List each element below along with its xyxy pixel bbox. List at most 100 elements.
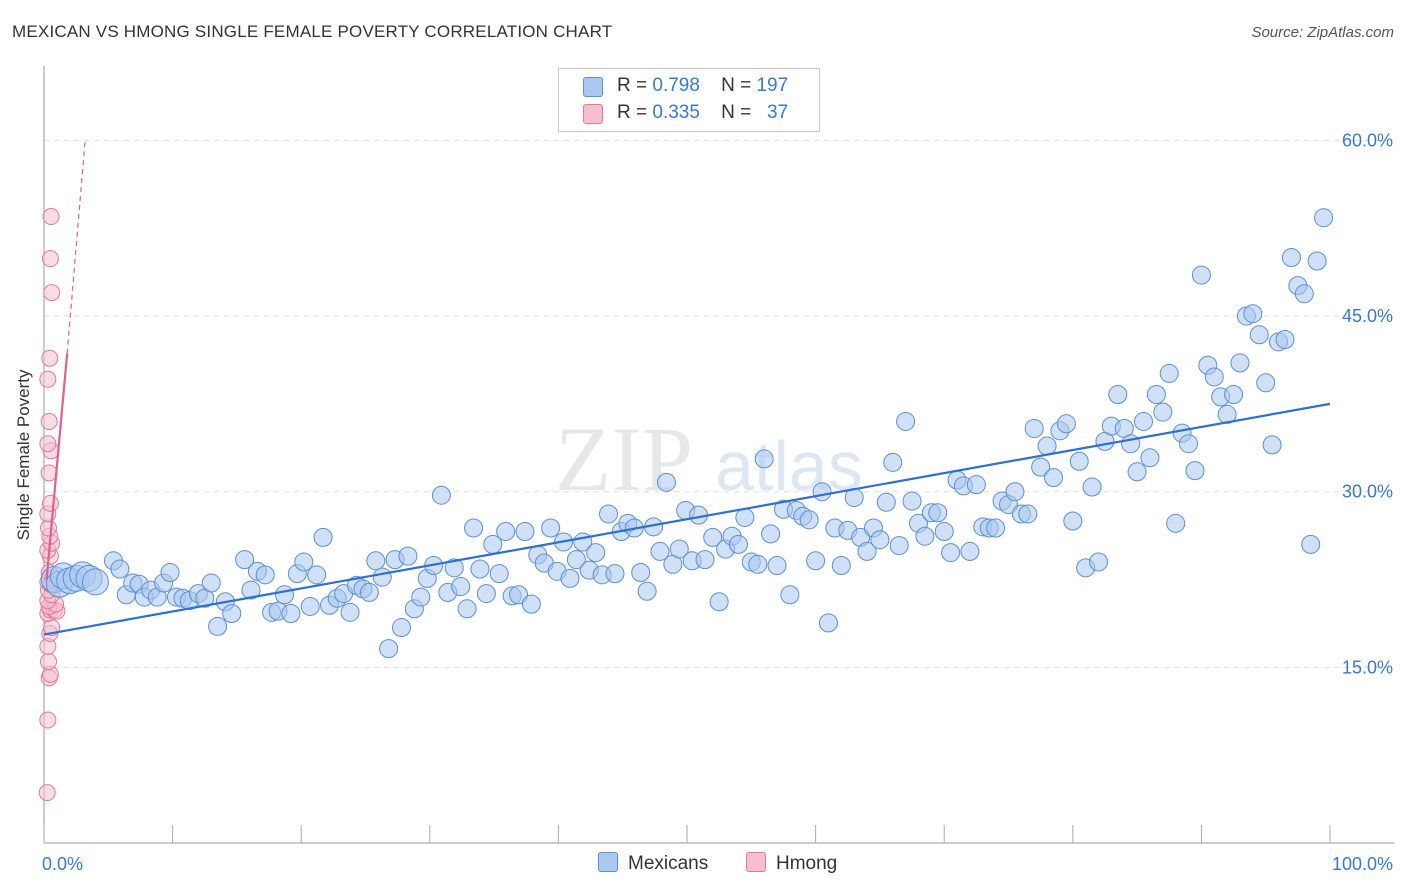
- mexicans-point: [1314, 208, 1334, 228]
- mexicans-point: [709, 592, 729, 612]
- y-tick-label: 45.0%: [1342, 306, 1393, 326]
- mexicans-trend-line: [43, 402, 1331, 636]
- mexicans-point: [941, 543, 961, 563]
- mexicans-point: [1204, 367, 1224, 387]
- mexicans-point: [560, 568, 580, 588]
- mexicans-point: [274, 585, 294, 605]
- legend-row-hmong: R = 0.335 N = 37: [583, 102, 788, 126]
- mexicans-point: [637, 581, 657, 601]
- r-label: R =: [617, 75, 648, 96]
- mexicans-point: [1063, 511, 1083, 531]
- mexicans-point: [464, 518, 484, 538]
- mexicans-point: [541, 518, 561, 538]
- chart-title: MEXICAN VS HMONG SINGLE FEMALE POVERTY C…: [12, 22, 613, 41]
- mexicans-point: [1191, 265, 1211, 285]
- mexicans-point: [1134, 411, 1154, 431]
- mexicans-point: [1294, 284, 1314, 304]
- mexicans-point: [1159, 363, 1179, 383]
- mexicans-point: [1127, 462, 1147, 482]
- mexicans-point: [889, 536, 909, 556]
- mexicans-point: [1307, 251, 1327, 271]
- mexicans-point: [509, 585, 529, 605]
- mexicans-point: [1005, 482, 1025, 502]
- mexicans-point: [300, 596, 320, 616]
- trend-lines: [43, 140, 1331, 636]
- mexicans-points: [40, 208, 1334, 659]
- mexicans-point: [515, 522, 535, 542]
- mexicans-point: [812, 482, 832, 502]
- mexicans-point: [340, 602, 360, 622]
- grid-lines: [44, 139, 1394, 668]
- mexicans-point: [1089, 552, 1109, 572]
- mexicans-point: [1275, 329, 1295, 349]
- legend-mexicans-swatch: [598, 852, 618, 872]
- mexicans-point: [735, 507, 755, 527]
- mexicans-point: [915, 526, 935, 546]
- tick-labels: 15.0% 30.0% 45.0% 60.0% 0.0% 100.0%: [42, 130, 1393, 874]
- mexicans-point: [1224, 385, 1244, 405]
- mexicans-point: [307, 565, 327, 585]
- x-tick-label: 0.0%: [42, 854, 83, 874]
- mexicans-point: [1037, 436, 1057, 456]
- mexicans-point: [896, 411, 916, 431]
- mexicans-point: [313, 527, 333, 547]
- mexicans-point: [748, 554, 768, 574]
- mexicans-point: [110, 559, 130, 579]
- mexicans-point: [1024, 418, 1044, 438]
- hmong-point: [39, 435, 57, 453]
- mexicans-point: [1166, 513, 1186, 533]
- mexicans-point: [966, 475, 986, 495]
- hmong-point: [43, 284, 61, 302]
- hmong-point: [39, 711, 57, 729]
- hmong-point: [41, 349, 59, 367]
- mexicans-point: [470, 559, 490, 579]
- mexicans-point: [1249, 325, 1269, 345]
- mexicans-point: [695, 550, 715, 570]
- n-label: N =: [721, 102, 752, 123]
- hmong-point: [42, 208, 60, 226]
- mexicans-point: [806, 551, 826, 571]
- mexicans-point: [222, 603, 242, 623]
- n-value: 197: [756, 75, 789, 96]
- mexicans-point: [831, 555, 851, 575]
- legend-hmong-swatch: [746, 852, 766, 872]
- mexicans-point: [1146, 385, 1166, 405]
- mexicans-point: [411, 587, 431, 607]
- y-axis-label-text: Single Female Poverty: [14, 369, 33, 541]
- mexicans-point: [656, 472, 676, 492]
- legend-mexicans: Mexicans: [598, 852, 708, 875]
- r-value: 0.798: [652, 75, 700, 96]
- y-tick-label: 15.0%: [1342, 657, 1393, 677]
- mexicans-point: [669, 539, 689, 559]
- hmong-trend-extension: [66, 140, 86, 354]
- mexicans-point: [1243, 304, 1263, 324]
- mexicans-point: [392, 618, 412, 638]
- legend-mexicans-label: Mexicans: [628, 853, 709, 874]
- mexicans-point: [986, 518, 1006, 538]
- mexicans-point: [631, 563, 651, 583]
- hmong-point: [38, 784, 56, 802]
- mexicans-point: [566, 550, 586, 570]
- mexicans-point: [431, 485, 451, 505]
- mexicans-point: [81, 568, 109, 596]
- y-tick-label: 30.0%: [1342, 482, 1393, 502]
- mexicans-point: [521, 594, 541, 614]
- mexicans-point: [489, 564, 509, 584]
- mexicans-point: [1108, 385, 1128, 405]
- mexicans-point: [366, 551, 386, 571]
- mexicans-point: [281, 603, 301, 623]
- mexicans-point: [235, 550, 255, 570]
- mexicans-point: [1044, 468, 1064, 488]
- hmong-point: [41, 494, 59, 512]
- mexicans-point: [761, 524, 781, 544]
- legend-row-text: R = 0.798 N = 197: [617, 75, 788, 97]
- mexicans-point: [605, 564, 625, 584]
- legend-swatch-pink: [583, 104, 603, 124]
- mexicans-point: [457, 599, 477, 619]
- mexicans-point: [1069, 451, 1089, 471]
- mexicans-point: [818, 613, 838, 633]
- correlation-legend: R = 0.798 N = 197 R = 0.335 N = 37: [558, 68, 820, 132]
- hmong-point: [40, 412, 58, 430]
- mexicans-point: [1056, 414, 1076, 434]
